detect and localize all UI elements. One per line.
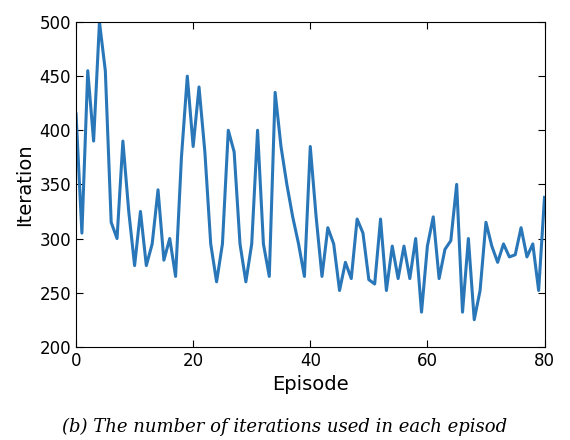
Y-axis label: Iteration: Iteration — [15, 143, 34, 226]
Text: (b) The number of iterations used in each episod: (b) The number of iterations used in eac… — [63, 418, 507, 436]
X-axis label: Episode: Episode — [272, 375, 349, 394]
